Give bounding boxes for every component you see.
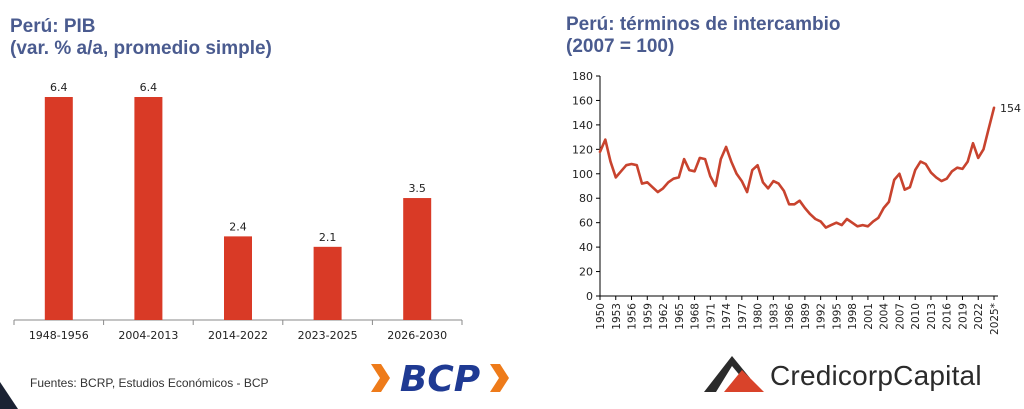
bcp-logo-left-chevron bbox=[371, 364, 390, 392]
credicorp-logo-text: CredicorpCapital bbox=[770, 360, 982, 391]
tot-chart-title: Perú: términos de intercambio (2007 = 10… bbox=[566, 14, 841, 58]
y-tick-label: 160 bbox=[572, 94, 593, 107]
y-tick-label: 0 bbox=[586, 290, 593, 303]
bcp-logo-text: BCP bbox=[400, 359, 480, 398]
x-tick-label: 1953 bbox=[611, 303, 623, 330]
bcp-logo: BCP bbox=[371, 359, 509, 398]
x-tick-label: 1989 bbox=[800, 303, 812, 330]
x-tick-label: 1971 bbox=[705, 303, 717, 330]
x-tick-label: 2007 bbox=[894, 303, 906, 330]
tot-title-line2: (2007 = 100) bbox=[566, 36, 675, 57]
terms-of-trade-series-line bbox=[598, 106, 996, 229]
x-tick-label: 2026-2030 bbox=[387, 329, 447, 342]
bar-2004-2013 bbox=[134, 97, 163, 320]
y-tick-label: 20 bbox=[579, 266, 593, 279]
x-tick-label: 2004-2013 bbox=[118, 329, 178, 342]
y-tick-label: 60 bbox=[579, 217, 593, 230]
tot-title-line1: Perú: términos de intercambio bbox=[566, 14, 841, 35]
x-tick-label: 2016 bbox=[942, 303, 954, 330]
pib-chart-title: Perú: PIB (var. % a/a, promedio simple) bbox=[10, 16, 272, 60]
end-value-label: 154 bbox=[1000, 102, 1021, 115]
x-tick-label: 2014-2022 bbox=[208, 329, 268, 342]
bar-2026-2030 bbox=[403, 198, 432, 320]
pib-title-line2: (var. % a/a, promedio simple) bbox=[10, 38, 272, 59]
x-tick-label: 1986 bbox=[784, 303, 796, 330]
tot-line-chart: 0 20 40 60 80 100 120 140 160 180 1950 1953 1956 1959… bbox=[572, 70, 1021, 335]
bcp-logo-right-chevron bbox=[490, 364, 509, 392]
bar-2014-2022 bbox=[224, 236, 252, 320]
x-tick-label: 1950 bbox=[595, 303, 607, 330]
bar-value-label: 2.1 bbox=[319, 231, 337, 244]
x-tick-label: 1998 bbox=[847, 303, 859, 330]
x-tick-label: 2022 bbox=[973, 303, 985, 330]
corner-decoration bbox=[0, 382, 18, 409]
x-tick-label: 1962 bbox=[658, 303, 670, 330]
x-tick-label: 2023-2025 bbox=[298, 329, 358, 342]
y-tick-label: 80 bbox=[579, 192, 593, 205]
pib-title-line1: Perú: PIB bbox=[10, 16, 96, 37]
y-tick-label: 100 bbox=[572, 168, 593, 181]
pib-bar-chart: 6.4 1948-1956 6.4 2004-2013 2.4 2014-2022 2.1 2… bbox=[13, 81, 463, 342]
x-tick-label: 1965 bbox=[674, 303, 686, 330]
x-tick-label: 1956 bbox=[627, 303, 639, 330]
x-tick-label: 2019 bbox=[957, 303, 969, 330]
x-tick-label: 1948-1956 bbox=[29, 329, 89, 342]
y-tick-label: 40 bbox=[579, 241, 593, 254]
x-tick-label: 1983 bbox=[768, 303, 780, 330]
y-tick-label: 140 bbox=[572, 119, 593, 132]
y-tick-label: 120 bbox=[572, 143, 593, 156]
credicorp-logo-mark bbox=[704, 356, 764, 392]
x-tick-label: 1980 bbox=[753, 303, 765, 330]
x-tick-label: 2001 bbox=[863, 303, 875, 330]
x-tick-label: 1974 bbox=[721, 303, 733, 330]
credicorp-logo: CredicorpCapital bbox=[702, 352, 1014, 398]
y-tick-label: 180 bbox=[572, 70, 593, 83]
x-tick-label: 1959 bbox=[642, 303, 654, 330]
x-tick-label: 1995 bbox=[831, 303, 843, 330]
x-tick-label: 1977 bbox=[737, 303, 749, 330]
source-note: Fuentes: BCRP, Estudios Económicos - BCP bbox=[30, 376, 269, 390]
bar-value-label: 6.4 bbox=[50, 81, 68, 94]
bar-value-label: 3.5 bbox=[408, 182, 426, 195]
bar-value-label: 6.4 bbox=[140, 81, 158, 94]
bar-2023-2025 bbox=[313, 246, 342, 320]
x-tick-label: 2004 bbox=[879, 303, 891, 330]
x-tick-label: 2013 bbox=[926, 303, 938, 330]
x-tick-label: 2010 bbox=[910, 303, 922, 330]
x-tick-label: 1992 bbox=[816, 303, 828, 330]
x-tick-label: 1968 bbox=[690, 303, 702, 330]
bar-value-label: 2.4 bbox=[229, 220, 247, 233]
x-tick-label: 2025* bbox=[989, 303, 1001, 335]
bar-1948-1956 bbox=[44, 97, 73, 320]
